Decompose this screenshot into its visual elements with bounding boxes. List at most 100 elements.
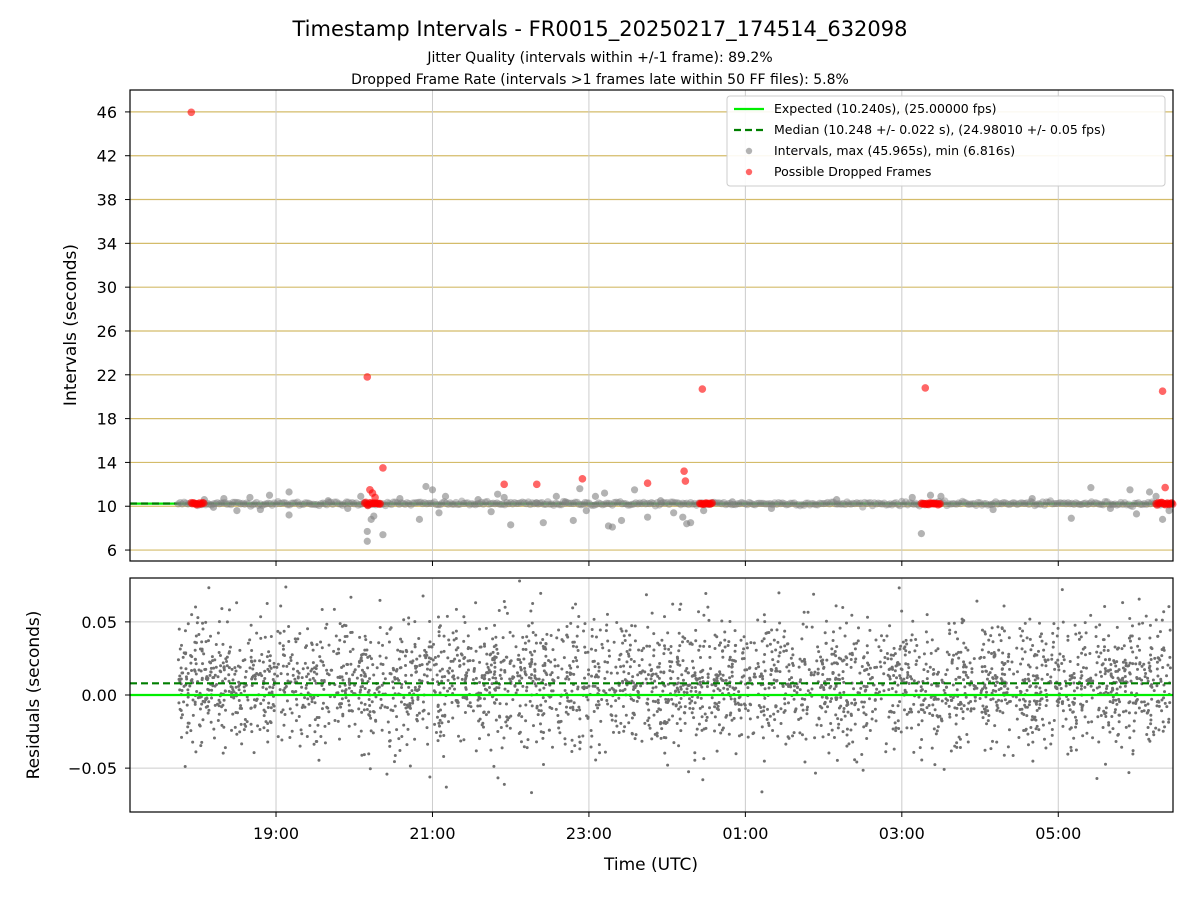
residual-point	[285, 664, 289, 668]
interval-point	[872, 500, 880, 508]
residual-point	[298, 631, 302, 635]
residual-point	[394, 669, 398, 673]
residual-point	[674, 689, 678, 693]
residual-point	[1110, 714, 1114, 718]
residual-point	[1099, 674, 1103, 678]
residual-point	[670, 660, 674, 664]
residual-point	[341, 678, 345, 682]
residual-point	[200, 702, 204, 706]
residual-point	[1117, 668, 1121, 672]
residual-point	[645, 644, 649, 648]
residual-point	[490, 682, 494, 686]
residual-point	[200, 640, 204, 644]
residual-point	[252, 751, 256, 755]
residual-point	[1148, 636, 1152, 640]
residual-point	[306, 666, 310, 670]
residual-point	[733, 649, 737, 653]
residual-point	[629, 657, 633, 661]
residual-point	[1073, 623, 1077, 627]
residual-point	[1072, 736, 1076, 740]
residual-point	[1105, 687, 1109, 691]
residual-point	[456, 646, 460, 650]
residual-point	[437, 721, 441, 725]
residual-point	[852, 687, 856, 691]
residual-point	[1037, 728, 1041, 732]
residual-point	[837, 722, 841, 726]
residual-point	[1154, 726, 1158, 730]
residual-point	[674, 704, 678, 708]
residual-point	[428, 668, 432, 672]
residual-point	[243, 689, 247, 693]
residual-point	[853, 758, 857, 762]
residual-point	[1095, 776, 1099, 780]
residual-point	[219, 664, 223, 668]
residual-point	[198, 647, 202, 651]
residual-point	[1099, 713, 1103, 717]
residual-point	[1117, 697, 1121, 701]
residual-point	[746, 735, 750, 739]
residual-point	[802, 659, 806, 663]
residual-point	[1112, 698, 1116, 702]
residual-point	[564, 677, 568, 681]
residual-point	[856, 708, 860, 712]
interval-point	[757, 499, 765, 508]
residual-point	[431, 678, 435, 682]
interval-point	[874, 499, 882, 507]
interval-point	[1091, 499, 1100, 507]
interval-point	[497, 500, 505, 509]
residual-point	[469, 646, 473, 650]
residual-point	[575, 645, 579, 649]
residual-point	[653, 679, 657, 683]
residual-point	[745, 646, 749, 650]
residual-point	[272, 661, 276, 665]
residual-point	[519, 665, 523, 669]
interval-point	[741, 500, 749, 508]
residual-point	[980, 670, 984, 674]
residual-point	[478, 627, 482, 631]
residual-point	[959, 650, 963, 654]
residual-point	[782, 635, 786, 639]
residual-point	[1046, 658, 1050, 662]
residual-point	[794, 708, 798, 712]
residual-point	[184, 675, 188, 679]
residual-point	[722, 686, 726, 690]
residual-point	[737, 696, 741, 700]
residual-point	[539, 641, 543, 645]
residual-point	[275, 674, 279, 678]
residual-point	[289, 656, 293, 660]
residual-point	[529, 662, 533, 666]
residual-point	[841, 670, 845, 674]
residual-point	[1131, 749, 1135, 753]
residual-point	[426, 742, 430, 746]
residual-point	[798, 657, 802, 661]
residual-point	[295, 703, 299, 707]
residual-point	[944, 697, 948, 701]
residual-point	[1026, 663, 1030, 667]
residual-point	[454, 648, 458, 652]
interval-point	[387, 500, 396, 509]
residual-point	[817, 716, 821, 720]
residual-point	[606, 639, 610, 643]
residual-point	[1002, 604, 1006, 608]
residual-point	[877, 645, 881, 649]
residual-point	[897, 586, 901, 590]
residual-point	[547, 728, 551, 732]
residual-point	[493, 688, 497, 692]
interval-point	[994, 500, 1002, 508]
residual-point	[835, 645, 839, 649]
residual-point	[874, 638, 878, 642]
residual-point	[194, 662, 198, 666]
residual-point	[306, 672, 310, 676]
residual-point	[905, 642, 909, 646]
interval-point	[291, 499, 300, 507]
residual-point	[763, 620, 767, 624]
interval-point	[411, 499, 419, 507]
residual-point	[209, 720, 213, 724]
residual-point	[484, 713, 488, 717]
residual-point	[212, 736, 216, 740]
residual-point	[681, 683, 685, 687]
residual-point	[664, 736, 668, 740]
interval-point	[1085, 499, 1094, 508]
residual-point	[1116, 646, 1120, 650]
